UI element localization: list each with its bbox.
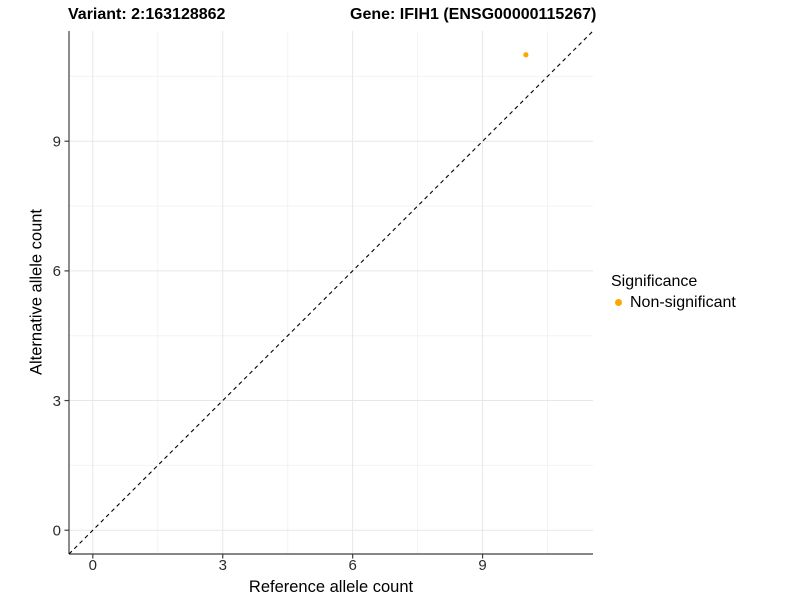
y-axis-title: Alternative allele count bbox=[27, 208, 46, 376]
y-tick-label: 6 bbox=[53, 263, 61, 280]
legend: Significance Non-significant bbox=[611, 272, 736, 312]
legend-entry-label: Non-significant bbox=[630, 293, 736, 311]
x-tick-label: 3 bbox=[219, 557, 227, 574]
gene-title: Gene: IFIH1 (ENSG00000115267) bbox=[350, 6, 597, 23]
x-axis-title: Reference allele count bbox=[248, 578, 414, 596]
legend-entry-non-significant: Non-significant bbox=[611, 293, 736, 312]
legend-point-icon bbox=[615, 299, 622, 306]
legend-title: Significance bbox=[611, 273, 698, 290]
x-tick-label: 9 bbox=[478, 557, 486, 574]
data-point bbox=[523, 52, 529, 58]
y-tick-label: 3 bbox=[53, 393, 61, 410]
y-tick-label: 9 bbox=[53, 133, 61, 150]
variant-title: Variant: 2:163128862 bbox=[68, 6, 226, 23]
x-tick-label: 0 bbox=[89, 557, 97, 574]
identity-line bbox=[68, 30, 594, 555]
y-tick-label: 0 bbox=[53, 522, 61, 539]
x-tick-label: 6 bbox=[348, 557, 356, 574]
